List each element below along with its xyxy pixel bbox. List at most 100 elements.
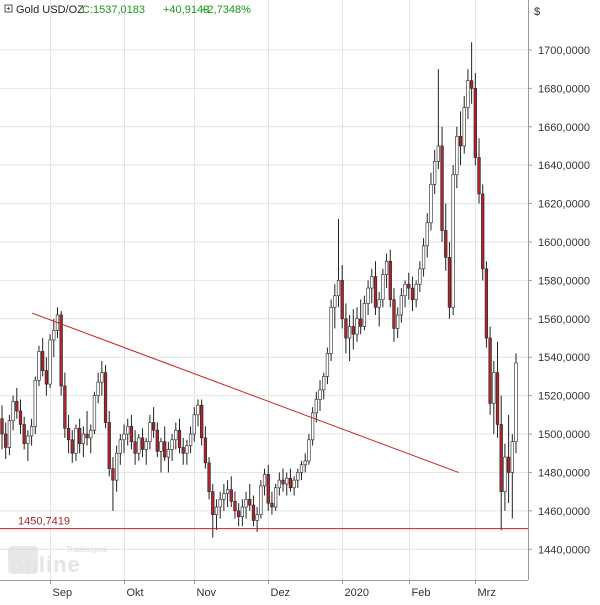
candle	[163, 426, 167, 461]
candle-body-up	[455, 136, 459, 176]
candle-body-down	[229, 489, 233, 502]
currency-label: $	[534, 6, 540, 18]
candle-body-down	[129, 426, 134, 443]
candle-body-up	[362, 303, 367, 327]
y-tick-label: 1540,0000	[538, 352, 590, 364]
candle-body-up	[433, 161, 437, 185]
candle	[237, 503, 241, 527]
candle	[59, 311, 63, 396]
candle	[303, 453, 307, 473]
candle-body-up	[310, 412, 315, 441]
candle	[225, 480, 230, 508]
candle	[499, 395, 503, 531]
candle	[384, 253, 389, 289]
candle-body-down	[447, 257, 452, 308]
candle-body-up	[418, 268, 422, 285]
candle	[370, 268, 374, 304]
candle-body-up	[514, 362, 518, 443]
candle-body-up	[451, 174, 455, 308]
candle	[451, 165, 455, 315]
candle	[140, 428, 145, 458]
candle-body-up	[174, 429, 178, 441]
x-tick-label: 2020	[345, 587, 369, 599]
candle-body-up	[277, 479, 281, 489]
candle-body-up	[347, 326, 352, 339]
candle-body-down	[140, 437, 145, 450]
candle	[322, 372, 326, 400]
candle-body-up	[421, 245, 426, 270]
candle	[48, 334, 52, 388]
x-tick-label: Sep	[53, 587, 73, 599]
candle	[336, 218, 341, 308]
candle	[344, 303, 348, 354]
candle-body-up	[7, 420, 12, 448]
candle	[462, 96, 466, 154]
candle	[455, 126, 459, 189]
candle	[447, 241, 452, 319]
candle-body-up	[115, 452, 119, 481]
candle-body-down	[281, 479, 285, 485]
candle-body-down	[251, 504, 256, 521]
candle-body-down	[163, 441, 167, 458]
candle-body-down	[44, 370, 49, 385]
candle-body-up	[510, 441, 514, 473]
candle	[506, 414, 511, 504]
candle-body-up	[122, 433, 126, 441]
candle-body-down	[85, 433, 89, 439]
candle-body-down	[469, 80, 474, 89]
candle-body-down	[506, 456, 511, 473]
candle	[373, 261, 378, 315]
chart-header: Gold USD/OZ C:1537,0183 +40,9149 +2,7348…	[4, 4, 251, 16]
candle-body-down	[200, 404, 204, 439]
candle	[299, 460, 304, 481]
candle	[203, 426, 208, 469]
candle-body-down	[266, 474, 270, 504]
candle	[281, 468, 285, 492]
candle-body-up	[318, 389, 322, 400]
candle	[7, 414, 12, 456]
y-tick-label: 1460,0000	[538, 506, 590, 518]
candle	[129, 414, 134, 450]
x-tick-label: Nov	[197, 587, 217, 599]
candle	[277, 472, 281, 496]
candle-body-up	[225, 489, 230, 494]
candle-body-up	[307, 439, 311, 462]
candle	[96, 372, 100, 404]
candle-body-up	[336, 280, 341, 297]
candle-body-down	[111, 468, 115, 481]
candle-body-down	[66, 427, 71, 441]
candle	[425, 213, 429, 258]
candle-body-down	[237, 510, 241, 517]
candle-body-up	[74, 427, 78, 454]
header-expand-icon[interactable]	[4, 4, 13, 13]
candle	[244, 491, 248, 519]
candle	[403, 280, 407, 308]
candle	[436, 69, 440, 170]
candle-body-up	[148, 422, 152, 443]
candle-body-down	[407, 283, 411, 289]
candle	[103, 364, 108, 429]
candle	[74, 424, 78, 461]
candle	[251, 495, 256, 527]
candle-body-up	[355, 318, 359, 335]
candle	[137, 434, 141, 461]
candle	[396, 307, 400, 339]
candle-body-down	[155, 429, 159, 452]
candle-body-up	[314, 399, 318, 414]
candle-body-up	[214, 506, 219, 516]
candle-body-up	[37, 351, 41, 381]
candle-body-up	[137, 437, 141, 454]
candle-body-up	[92, 395, 97, 431]
candle-body-up	[399, 295, 403, 316]
candle	[340, 265, 344, 329]
candle-body-up	[370, 276, 374, 289]
candle	[200, 399, 204, 446]
watermark-box	[8, 546, 38, 574]
candle-body-up	[403, 283, 407, 297]
candle-body-down	[177, 429, 182, 448]
candle-body-up	[89, 429, 93, 439]
candle-body-up	[118, 439, 122, 454]
candle	[218, 491, 222, 519]
candle	[514, 353, 518, 454]
candle	[151, 407, 156, 438]
